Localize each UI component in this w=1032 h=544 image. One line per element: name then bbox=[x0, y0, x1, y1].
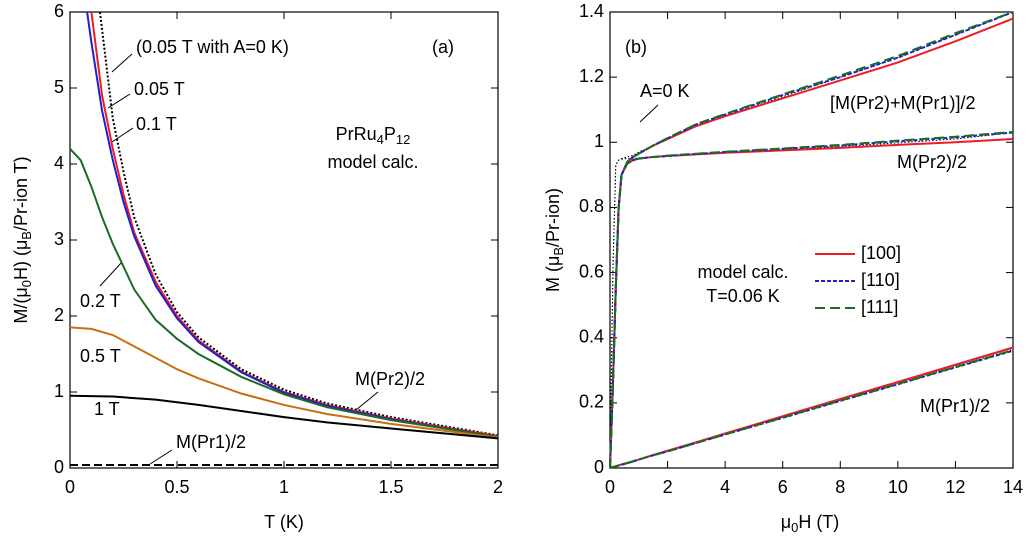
curve bbox=[609, 131, 1014, 469]
text-part: 12 bbox=[396, 132, 410, 147]
curve bbox=[609, 132, 1014, 469]
arrow bbox=[149, 449, 173, 465]
text-part: /Pr-ion T) bbox=[11, 156, 31, 231]
legend-label: [111] bbox=[861, 297, 898, 317]
x-tick-label: 1.5 bbox=[378, 477, 403, 497]
annotation: A=0 K bbox=[640, 81, 690, 101]
x-axis-label: μ0H (T) bbox=[781, 512, 840, 536]
annotation: T=0.06 K bbox=[706, 286, 780, 306]
text-part: (b) bbox=[625, 37, 647, 57]
text-part: P bbox=[384, 124, 396, 144]
text-part: B bbox=[551, 247, 566, 256]
text-part: M (μ bbox=[543, 256, 563, 292]
y-tick-label: 5 bbox=[54, 77, 64, 97]
plot-frame bbox=[609, 11, 1014, 469]
series-label: 0.5 T bbox=[80, 346, 121, 366]
y-tick-label: 1 bbox=[594, 131, 604, 151]
y-tick-label: 0.8 bbox=[579, 196, 604, 216]
curve bbox=[98, 11, 499, 437]
text-part: μ bbox=[781, 512, 791, 532]
series-label: (0.05 T with A=0 K) bbox=[136, 37, 289, 57]
arrow bbox=[355, 391, 379, 411]
x-tick-label: 0 bbox=[605, 477, 615, 497]
arrows bbox=[99, 53, 659, 465]
text-part: M(Pr2)/2 bbox=[355, 369, 425, 389]
arrow bbox=[107, 93, 131, 109]
text-part: /Pr-ion) bbox=[543, 188, 563, 247]
curve-label: [M(Pr2)+M(Pr1)]/2 bbox=[830, 93, 976, 113]
y-tick-label: 0 bbox=[54, 457, 64, 477]
text-part: model calc. bbox=[327, 152, 418, 172]
series-label: 0.1 T bbox=[136, 114, 177, 134]
x-tick-label: 12 bbox=[945, 477, 965, 497]
annotation: model calc. bbox=[327, 152, 418, 172]
annotation: M(Pr2)/2 bbox=[355, 369, 425, 389]
curve bbox=[609, 138, 1014, 469]
y-tick-label: 0 bbox=[594, 457, 604, 477]
x-tick-label: 2 bbox=[493, 477, 503, 497]
series-label: 1 T bbox=[94, 399, 120, 419]
x-axis-label: T (K) bbox=[264, 512, 304, 532]
x-tick-label: 10 bbox=[888, 477, 908, 497]
arrow bbox=[111, 127, 134, 143]
x-tick-label: 1 bbox=[279, 477, 289, 497]
x-tick-label: 0 bbox=[65, 477, 75, 497]
curve bbox=[69, 394, 499, 440]
annotation: PrRu4P12 bbox=[336, 124, 411, 148]
x-tick-label: 14 bbox=[1003, 477, 1023, 497]
x-tick-label: 4 bbox=[720, 477, 730, 497]
series-label: 0.2 T bbox=[80, 291, 121, 311]
text-part: A=0 K bbox=[640, 81, 690, 101]
legend-label: [110] bbox=[861, 270, 900, 290]
y-tick-label: 1.4 bbox=[579, 1, 604, 21]
y-tick-label: 0.6 bbox=[579, 261, 604, 281]
y-tick-label: 6 bbox=[54, 1, 64, 21]
text-part: H (T) bbox=[798, 512, 839, 532]
curve-label: M(Pr2)/2 bbox=[897, 152, 967, 172]
y-axis-label: M/(μ0H) (μB/Pr-ion T) bbox=[11, 156, 35, 323]
x-tick-label: 0.5 bbox=[164, 477, 189, 497]
text-part: T=0.06 K bbox=[706, 286, 780, 306]
text-part: M/(μ bbox=[11, 287, 31, 323]
y-tick-label: 4 bbox=[54, 153, 64, 173]
curve bbox=[609, 130, 1014, 469]
text-part: B bbox=[19, 231, 34, 240]
y-tick-label: 0.2 bbox=[579, 392, 604, 412]
arrow bbox=[639, 104, 659, 123]
annotation: model calc. bbox=[697, 262, 788, 282]
text-part: model calc. bbox=[697, 262, 788, 282]
x-tick-label: 6 bbox=[778, 477, 788, 497]
curve bbox=[86, 11, 499, 438]
text-part: 0 bbox=[19, 280, 34, 287]
text-part: (a) bbox=[432, 37, 454, 57]
text-part: 0 bbox=[791, 520, 798, 535]
annotation: (b) bbox=[625, 37, 647, 57]
series-label: 0.05 T bbox=[134, 79, 185, 99]
series-label: M(Pr1)/2 bbox=[176, 432, 246, 452]
curve bbox=[69, 148, 499, 438]
text-part: T (K) bbox=[264, 512, 304, 532]
y-tick-label: 1 bbox=[54, 381, 64, 401]
text-part: H) (μ bbox=[11, 240, 31, 280]
y-tick-label: 3 bbox=[54, 229, 64, 249]
text-part: 4 bbox=[377, 132, 384, 147]
annotation: (a) bbox=[432, 37, 454, 57]
y-axis-label: M (μB/Pr-ion) bbox=[543, 188, 567, 292]
y-tick-label: 0.4 bbox=[579, 326, 604, 346]
text-part: PrRu bbox=[336, 124, 377, 144]
x-tick-label: 2 bbox=[663, 477, 673, 497]
curve bbox=[69, 326, 499, 439]
legend-label: [100] bbox=[861, 243, 901, 263]
curve bbox=[90, 11, 499, 438]
curve bbox=[609, 349, 1014, 469]
arrow bbox=[99, 261, 123, 287]
arrow bbox=[111, 53, 133, 73]
y-tick-label: 1.2 bbox=[579, 66, 604, 86]
y-tick-label: 2 bbox=[54, 305, 64, 325]
x-tick-label: 8 bbox=[835, 477, 845, 497]
curve-label: M(Pr1)/2 bbox=[920, 396, 990, 416]
